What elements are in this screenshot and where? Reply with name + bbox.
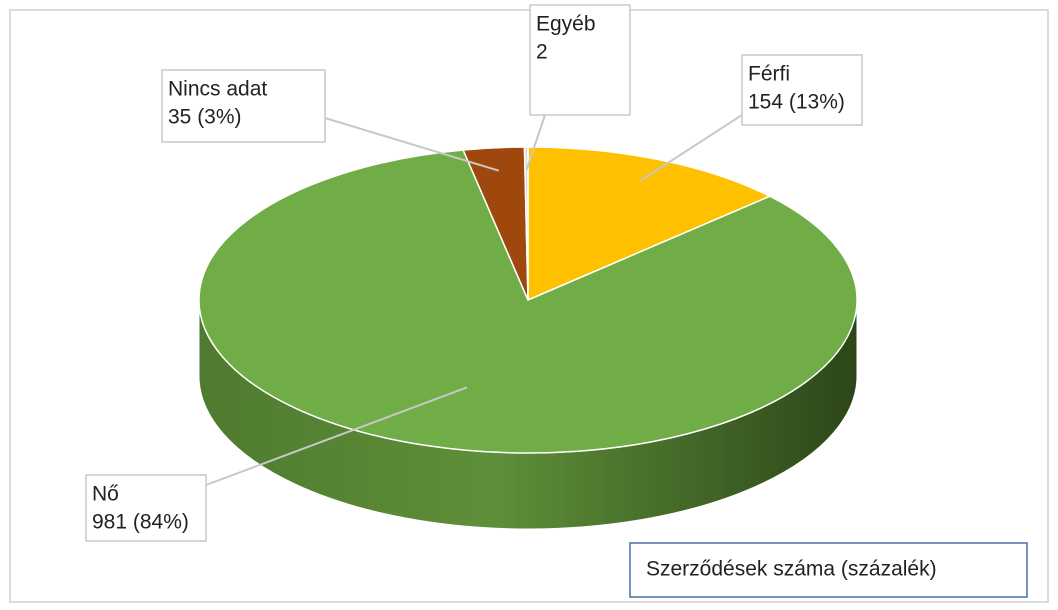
label-box	[161, 69, 326, 143]
data-label: 35 (3%)	[168, 106, 242, 129]
label-name: Nincs adat	[168, 78, 267, 101]
annotation-box	[629, 542, 1028, 598]
label-name: Nő	[92, 483, 119, 506]
leader-line	[639, 114, 743, 182]
label-name: Férfi	[748, 63, 790, 86]
leader-line	[525, 114, 546, 171]
annotation: Szerződések száma (százalék)	[646, 558, 937, 581]
slice	[523, 146, 529, 301]
label-box	[85, 474, 207, 542]
data-label: 981 (84%)	[92, 511, 189, 534]
data-label: 2	[536, 41, 548, 64]
label-name: Egyéb	[536, 13, 596, 36]
data-label: 154 (13%)	[748, 91, 845, 114]
pie	[198, 146, 858, 530]
leader-line	[324, 117, 500, 172]
data-labels: Férfi 154 (13%) Nő 981 (84%) Nincs adat 35 (3…	[85, 4, 863, 542]
leader-line	[205, 386, 468, 486]
slice	[527, 146, 772, 302]
label-box	[741, 54, 863, 126]
label-box	[529, 4, 631, 116]
slice	[198, 149, 858, 454]
